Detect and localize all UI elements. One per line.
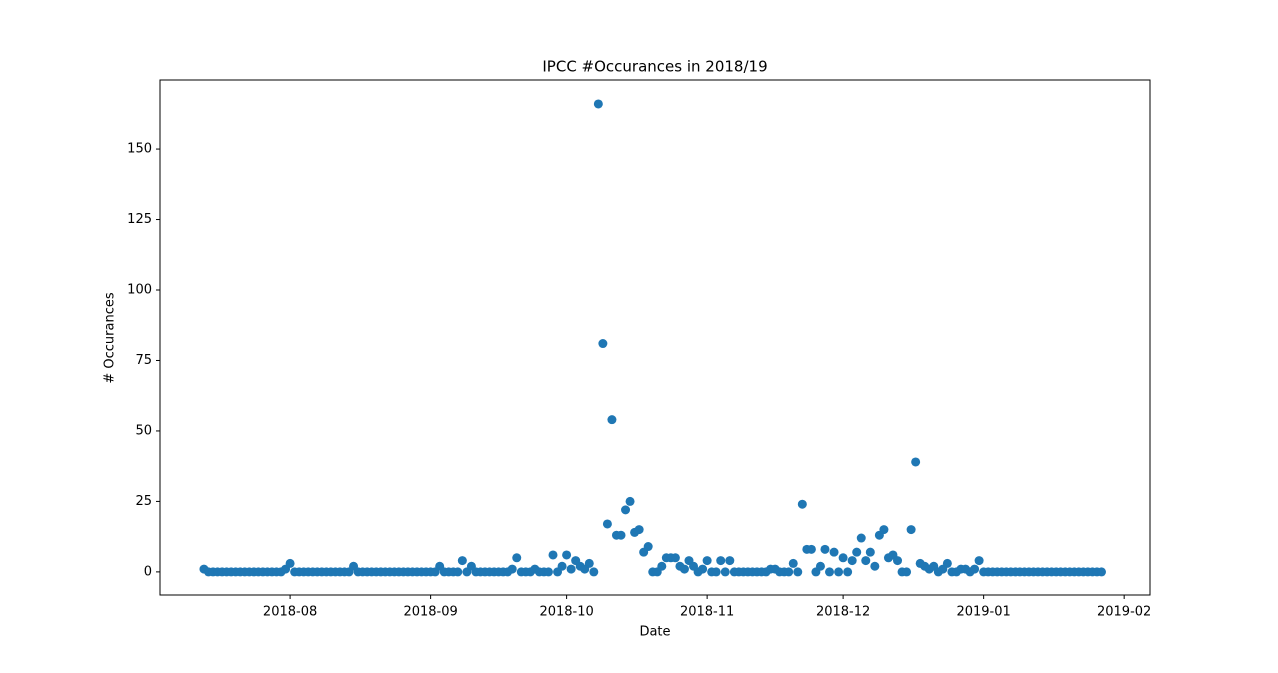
- y-tick-label: 150: [127, 142, 152, 157]
- data-point: [974, 556, 984, 566]
- chart-title: IPCC #Occurances in 2018/19: [542, 58, 767, 76]
- data-point: [584, 558, 594, 568]
- data-point: [698, 564, 708, 574]
- data-point: [285, 558, 295, 568]
- data-point: [725, 556, 735, 566]
- x-tick-label: 2018-10: [539, 605, 593, 620]
- data-point: [634, 525, 644, 535]
- x-tick-label: 2019-01: [956, 605, 1010, 620]
- data-point: [453, 567, 463, 577]
- x-tick-label: 2018-09: [403, 605, 457, 620]
- data-point: [784, 567, 794, 577]
- data-point: [625, 496, 635, 506]
- data-point: [602, 519, 612, 529]
- data-point: [847, 556, 857, 566]
- data-point: [843, 567, 853, 577]
- data-point: [716, 556, 726, 566]
- data-point: [1096, 567, 1106, 577]
- data-point: [970, 564, 980, 574]
- y-tick-label: 75: [135, 353, 152, 368]
- data-point: [507, 564, 517, 574]
- data-point: [702, 556, 712, 566]
- data-point: [902, 567, 912, 577]
- data-point: [621, 505, 631, 515]
- data-point: [942, 558, 952, 568]
- x-tick-label: 2018-11: [680, 605, 734, 620]
- y-tick-label: 25: [135, 494, 152, 509]
- data-point: [607, 415, 617, 425]
- data-point: [861, 556, 871, 566]
- data-point: [557, 561, 567, 571]
- data-point: [852, 547, 862, 557]
- y-tick-label: 0: [144, 564, 152, 579]
- data-point: [788, 558, 798, 568]
- data-point: [657, 561, 667, 571]
- data-point: [457, 556, 467, 566]
- data-point: [806, 544, 816, 554]
- data-point: [589, 567, 599, 577]
- data-point: [829, 547, 839, 557]
- data-point: [711, 567, 721, 577]
- data-point: [911, 457, 921, 467]
- data-point: [825, 567, 835, 577]
- data-point: [593, 99, 603, 109]
- data-point: [679, 564, 689, 574]
- data-point: [598, 339, 608, 349]
- data-point: [906, 525, 916, 535]
- y-tick-label: 50: [135, 423, 152, 438]
- data-point: [720, 567, 730, 577]
- x-axis-label: Date: [639, 625, 670, 640]
- data-point: [834, 567, 844, 577]
- data-point: [865, 547, 875, 557]
- x-tick-label: 2018-12: [816, 605, 870, 620]
- plot-frame: [159, 79, 1151, 596]
- data-point: [566, 564, 576, 574]
- data-point: [838, 553, 848, 563]
- data-point: [670, 553, 680, 563]
- y-tick-label: 100: [127, 283, 152, 298]
- y-axis-label: # Occurances: [103, 292, 118, 383]
- data-point: [793, 567, 803, 577]
- data-point: [643, 542, 653, 552]
- data-point: [512, 553, 522, 563]
- data-point: [616, 530, 626, 540]
- data-point: [797, 499, 807, 509]
- data-point: [893, 556, 903, 566]
- data-point: [879, 525, 889, 535]
- data-point: [856, 533, 866, 543]
- data-point: [820, 544, 830, 554]
- y-tick-label: 125: [127, 212, 152, 227]
- data-point: [543, 567, 553, 577]
- data-point: [870, 561, 880, 571]
- x-tick-label: 2019-02: [1097, 605, 1151, 620]
- data-point: [548, 550, 558, 560]
- data-point: [815, 561, 825, 571]
- x-tick-label: 2018-08: [263, 605, 317, 620]
- data-point: [562, 550, 572, 560]
